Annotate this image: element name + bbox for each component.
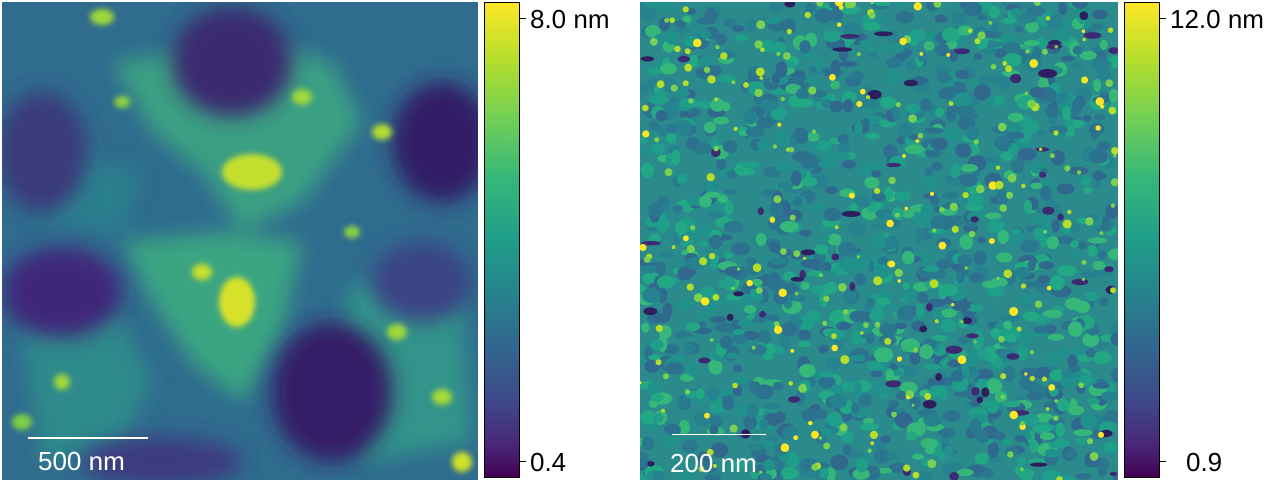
colorbar-right-tick-bottom <box>1160 461 1166 462</box>
colorbar-left-tick-bottom <box>520 461 526 462</box>
afm-texture-left <box>2 2 478 480</box>
colorbar-right <box>1124 2 1160 478</box>
colorbar-right-tick-top <box>1160 18 1166 19</box>
scalebar-line-left <box>28 437 148 439</box>
colorbar-right-max-label: 12.0 nm <box>1170 4 1264 34</box>
colorbar-right-min-label: 0.9 <box>1186 447 1223 477</box>
colorbar-left-max-label: 8.0 nm <box>530 4 610 34</box>
colorbar-left-tick-top <box>520 18 526 19</box>
scalebar-line-right <box>672 434 766 435</box>
scalebar-label-right: 200 nm <box>670 448 757 478</box>
afm-texture-right <box>640 2 1118 480</box>
scalebar-label-left: 500 nm <box>38 446 125 476</box>
afm-height-map-left <box>2 2 478 480</box>
colorbar-left <box>484 2 520 478</box>
colorbar-left-min-label: 0.4 <box>530 447 567 477</box>
afm-height-map-right <box>640 2 1118 480</box>
